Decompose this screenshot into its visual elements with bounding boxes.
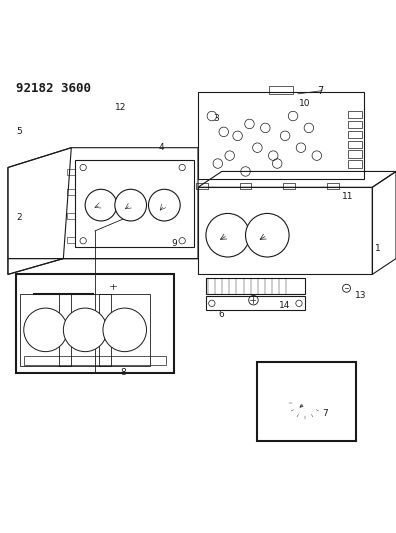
Bar [75,159,194,247]
Circle shape [246,213,289,257]
Text: 6: 6 [218,310,224,319]
Text: 5: 5 [16,127,22,136]
Text: 11: 11 [342,191,354,200]
Bar [269,86,293,94]
Text: 92182 3600: 92182 3600 [16,83,91,95]
Bar [160,358,170,366]
Bar [348,131,362,138]
Bar [147,277,156,284]
Bar [59,294,111,366]
Bar [348,141,362,148]
Circle shape [24,308,67,352]
Circle shape [148,189,180,221]
Bar [196,183,208,189]
Bar [206,296,305,310]
Bar [348,121,362,128]
Text: 14: 14 [279,301,290,310]
Bar [30,358,40,366]
Text: 13: 13 [355,290,367,300]
Bar [16,274,174,374]
Text: 9: 9 [171,239,177,248]
Bar [32,277,42,284]
Bar [67,169,75,175]
Bar [198,187,372,274]
Circle shape [103,308,147,352]
Text: 2: 2 [16,213,22,222]
Bar [83,277,93,284]
Text: 7: 7 [322,409,327,418]
Bar [99,294,150,366]
Text: 8: 8 [120,368,126,377]
Circle shape [115,189,147,221]
Text: 1: 1 [375,244,381,253]
Circle shape [206,213,249,257]
Text: 12: 12 [115,103,126,112]
Bar [240,183,251,189]
Bar [24,356,166,365]
Bar [67,237,75,243]
Text: 10: 10 [299,99,311,108]
Bar [67,213,75,219]
Text: 4: 4 [159,143,164,152]
Bar [162,277,172,284]
Circle shape [63,308,107,352]
Bar [20,294,71,366]
Text: 3: 3 [213,114,219,123]
Bar [198,92,364,180]
Bar [67,189,75,195]
Bar [206,278,305,294]
Bar [32,292,35,295]
Bar [348,150,362,158]
Bar [348,160,362,167]
Bar [283,183,295,189]
Bar [257,361,356,441]
Bar [348,111,362,118]
Circle shape [85,189,117,221]
Bar [327,183,339,189]
Text: 7: 7 [318,86,324,96]
